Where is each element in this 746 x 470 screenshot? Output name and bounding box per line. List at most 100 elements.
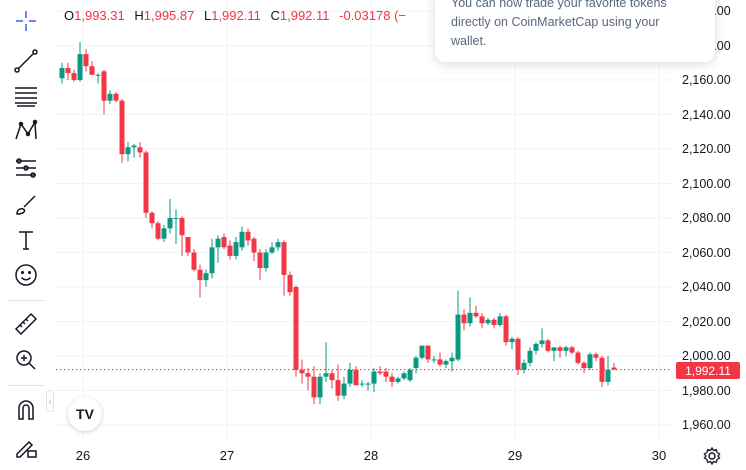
price-chart[interactable]: [56, 0, 672, 442]
drawing-toolbar: [0, 0, 52, 470]
crosshair-icon[interactable]: [10, 6, 42, 36]
close-label: C: [270, 8, 280, 23]
time-tick-label: 27: [219, 448, 235, 463]
candle-up: [401, 373, 407, 379]
pattern-icon[interactable]: [10, 116, 42, 146]
price-tick-label: 2,080.00: [682, 211, 731, 225]
price-tick-label: 2,060.00: [682, 245, 731, 260]
candle-down: [311, 376, 317, 398]
candle-up: [323, 373, 329, 377]
candle-up: [359, 383, 365, 385]
open-value: 1,993.31: [74, 8, 125, 23]
candle-down: [185, 236, 191, 253]
collapse-toolbar-button[interactable]: ‹: [46, 390, 54, 412]
price-tick-label: 2,000.00: [682, 349, 731, 363]
candle-up: [455, 314, 461, 360]
candle-up: [407, 369, 413, 381]
candle-up: [347, 369, 353, 384]
price-tick-label: 2,100.00: [682, 176, 731, 191]
tooltip-line: wallet.: [451, 34, 487, 48]
price-tick-label: 2,140.00: [682, 107, 731, 122]
price-tick-label: 1,960.00: [682, 418, 731, 432]
candle-up: [263, 252, 269, 269]
candle-up: [419, 345, 425, 358]
candle-down: [425, 345, 431, 360]
candle-up: [485, 319, 491, 324]
fib-retracement-icon[interactable]: [10, 81, 42, 111]
zoom-in-icon[interactable]: [10, 345, 42, 375]
candle-down: [191, 252, 197, 270]
candle-up: [317, 376, 323, 398]
candle-down: [89, 66, 95, 75]
text-icon[interactable]: [10, 225, 42, 255]
candle-down: [137, 147, 143, 153]
candle-up: [413, 357, 419, 369]
tradingview-logo[interactable]: TV: [68, 397, 102, 431]
tooltip-line: directly on CoinMarketCap using your: [451, 15, 660, 29]
trend-line-icon[interactable]: [10, 46, 42, 76]
candle-down: [461, 314, 467, 324]
candle-up: [131, 145, 137, 148]
candle-up: [203, 273, 209, 281]
candle-down: [281, 242, 287, 275]
candle-down: [197, 269, 203, 281]
candle-down: [227, 245, 233, 256]
brush-icon[interactable]: [10, 190, 42, 220]
candle-down: [353, 369, 359, 386]
time-tick-label: 28: [363, 448, 379, 463]
candle-down: [179, 218, 185, 236]
candle-up: [533, 343, 539, 351]
high-label: H: [134, 8, 144, 23]
time-tick-label: 26: [75, 448, 91, 463]
candle-up: [341, 383, 347, 396]
candle-down: [491, 319, 497, 325]
settings-gear-icon[interactable]: [702, 446, 722, 466]
time-axis[interactable]: 26 27 28 29 30: [56, 442, 672, 470]
candle-up: [527, 350, 533, 363]
candle-down: [299, 369, 305, 374]
candle-down: [569, 347, 575, 353]
last-price-label: 1,992.11: [676, 362, 740, 379]
candle-down: [377, 371, 383, 374]
candle-up: [371, 371, 377, 384]
emoji-icon[interactable]: [10, 260, 42, 290]
toolbar-divider: [8, 300, 44, 301]
price-tick-label: 2,040.00: [682, 280, 731, 294]
candle-up: [467, 312, 473, 324]
candle-down: [251, 238, 257, 253]
candle-up: [209, 247, 215, 274]
time-tick-label: 29: [507, 448, 523, 463]
candle-up: [497, 316, 503, 325]
candle-down: [221, 236, 227, 248]
candle-down: [473, 312, 479, 317]
candle-down: [287, 274, 293, 293]
candle-up: [587, 354, 593, 369]
candle-down: [479, 316, 485, 324]
candle-up: [551, 347, 557, 351]
candle-up: [107, 93, 113, 101]
candle-down: [293, 287, 299, 370]
toolbar-divider: [8, 385, 44, 386]
candle-up: [449, 357, 455, 362]
low-value: 1,992.11: [211, 8, 261, 23]
candle-up: [431, 359, 437, 361]
candle-down: [383, 371, 389, 377]
candle-down: [149, 212, 155, 224]
candle-up: [269, 247, 275, 253]
candle-down: [437, 359, 443, 365]
price-tick-label: 1,980.00: [682, 383, 731, 398]
magnet-icon[interactable]: [10, 395, 42, 425]
candle-down: [593, 354, 599, 358]
candle-down: [83, 54, 89, 67]
close-value: 1,992.11: [279, 8, 330, 23]
ruler-icon[interactable]: [10, 309, 42, 339]
trade-promo-tooltip: You can now trade your favorite tokens d…: [435, 0, 715, 62]
prediction-icon[interactable]: [10, 153, 42, 183]
lock-drawing-icon[interactable]: [10, 432, 42, 462]
candle-down: [101, 71, 107, 101]
candle-up: [395, 378, 401, 382]
candle-down: [305, 373, 311, 377]
candle-down: [245, 231, 251, 241]
candle-down: [389, 376, 395, 382]
price-tick-label: 2,120.00: [682, 142, 731, 156]
